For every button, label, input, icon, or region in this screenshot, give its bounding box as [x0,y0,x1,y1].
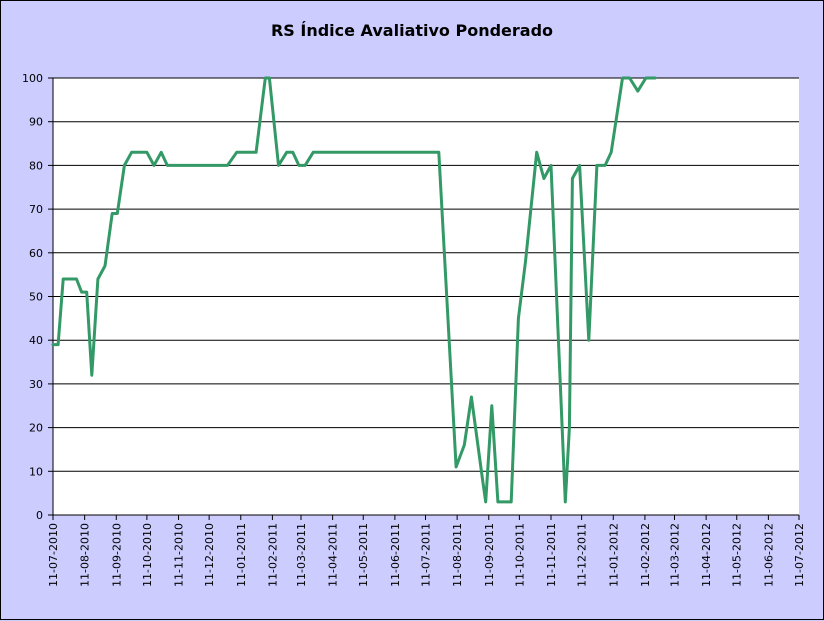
data-point [303,164,307,167]
y-tick-label: 90 [29,116,43,129]
data-point [85,290,88,294]
x-tick-label: 11-03-2011 [295,523,308,587]
y-tick-label: 40 [29,334,43,347]
x-tick-label: 11-01-2012 [607,523,620,587]
data-point [51,343,55,346]
data-point [636,89,639,93]
data-point [437,151,440,154]
data-point [564,500,567,504]
data-point [90,374,94,377]
data-point [517,317,520,320]
data-point [111,212,114,215]
x-tick-label: 11-11-2011 [545,523,558,587]
data-point [277,164,280,167]
data-point [116,212,119,215]
data-point [481,478,484,482]
y-tick-label: 100 [22,72,43,85]
y-tick-label: 80 [29,159,43,172]
data-point [226,164,229,167]
data-point [62,277,65,281]
x-tick-label: 11-06-2012 [762,523,775,587]
x-tick-label: 11-06-2011 [389,523,402,587]
data-point [571,177,574,180]
data-point [285,151,288,154]
data-point [130,151,133,154]
data-point [595,164,599,167]
x-tick-label: 11-09-2011 [483,523,496,587]
data-point [496,500,500,504]
data-point [568,426,571,429]
data-point [587,339,590,342]
data-point [510,500,513,504]
x-tick-label: 11-04-2012 [700,523,713,587]
data-point [470,395,473,399]
data-point [454,465,458,469]
x-tick-label: 11-04-2011 [327,523,340,587]
data-point [653,76,657,80]
data-point [75,277,78,281]
y-tick-label: 20 [29,422,43,435]
data-point [254,151,258,154]
x-tick-label: 11-05-2012 [731,523,744,587]
data-point [96,277,100,281]
x-tick-label: 11-02-2012 [639,523,652,587]
data-point [235,151,238,154]
data-point [166,164,169,167]
data-point [542,177,546,180]
x-tick-label: 11-02-2011 [266,523,279,587]
data-point [152,164,156,167]
x-tick-label: 11-12-2010 [203,523,216,587]
x-tick-label: 11-07-2011 [419,523,432,587]
x-tick-label: 11-10-2010 [141,523,154,587]
x-tick-label: 11-03-2012 [668,523,681,587]
y-tick-label: 10 [29,465,43,478]
data-point [549,164,553,167]
data-point [56,343,60,346]
y-tick-label: 0 [36,509,43,522]
data-point [621,76,624,80]
x-tick-label: 11-09-2010 [110,523,123,587]
x-tick-label: 11-05-2011 [357,523,370,587]
x-tick-label: 11-07-2012 [793,523,806,587]
data-point [535,151,538,154]
data-point [268,76,271,80]
data-point [297,164,301,167]
data-point [80,290,83,294]
data-point [578,164,581,167]
data-point [524,260,527,263]
y-tick-label: 70 [29,203,43,216]
y-tick-label: 30 [29,378,43,391]
x-tick-label: 11-10-2011 [513,523,526,587]
y-tick-label: 60 [29,247,43,260]
x-tick-label: 11-12-2011 [576,523,589,587]
data-point [610,151,613,154]
data-point [123,164,126,167]
data-point [145,151,149,154]
x-tick-label: 11-08-2011 [451,523,464,587]
data-point [484,500,487,504]
data-point [312,151,315,154]
x-tick-label: 11-01-2011 [235,523,248,587]
data-point [103,264,107,268]
x-tick-label: 11-07-2010 [47,523,60,587]
x-tick-label: 11-11-2010 [173,523,186,587]
x-tick-label: 11-08-2010 [79,523,92,587]
data-point [603,164,607,167]
y-tick-label: 50 [29,291,43,304]
data-point [490,404,493,407]
data-point [291,151,294,154]
chart-title: RS Índice Avaliativo Ponderado [270,21,554,40]
data-point [264,76,267,80]
data-point [160,151,163,154]
data-point [644,76,648,80]
data-point [628,76,631,80]
data-point [463,443,466,447]
